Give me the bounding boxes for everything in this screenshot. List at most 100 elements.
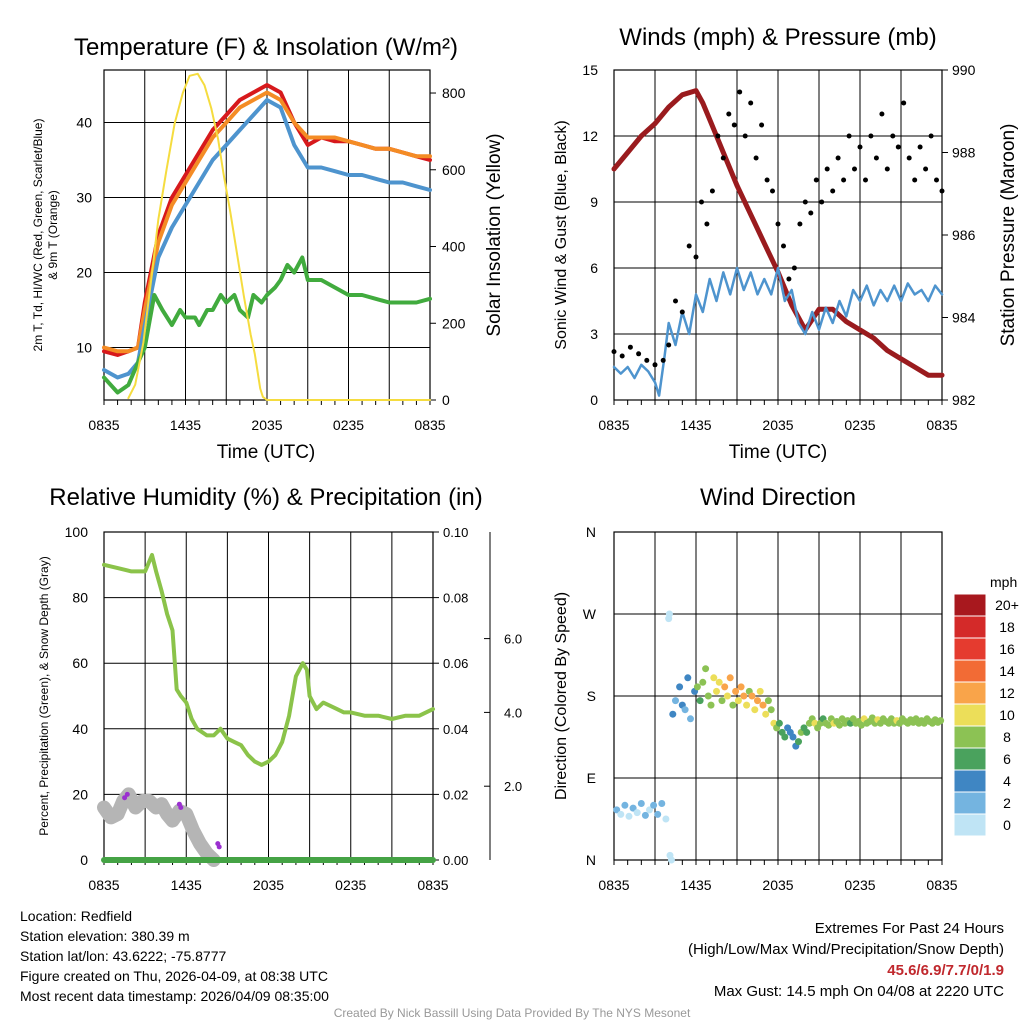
winds-gust-point xyxy=(636,351,642,357)
winds-gust-point xyxy=(797,221,803,227)
winds-y2-tick-label: 986 xyxy=(952,227,976,243)
snow-depth-tick-label: 4.0 xyxy=(504,705,522,720)
winds-gust-point xyxy=(879,111,885,117)
direction-point xyxy=(795,738,802,746)
direction-point xyxy=(857,721,865,729)
snow-marker-point xyxy=(178,805,184,810)
winds-y-tick-label: 15 xyxy=(582,62,598,78)
direction-point xyxy=(676,683,684,691)
humidity-y-tick-label: 60 xyxy=(72,655,88,671)
legend-swatch xyxy=(953,615,987,639)
temperature-y2-tick-label: 600 xyxy=(442,162,466,178)
winds-xlabel: Time (UTC) xyxy=(729,442,828,463)
winds-gust-point xyxy=(934,177,939,183)
winds-gust-point xyxy=(770,188,775,194)
direction-point xyxy=(665,610,673,618)
humidity-y2-tick-label: 0.00 xyxy=(443,853,468,868)
direction-point xyxy=(662,815,670,823)
direction-point xyxy=(687,715,694,723)
extremes-info: Extremes For Past 24 Hours (High/Low/Max… xyxy=(688,918,1004,1002)
winds-gust-point xyxy=(802,199,808,205)
latlon-text: Station lat/lon: 43.6222; -75.8777 xyxy=(20,948,227,964)
winds-y-tick-label: 9 xyxy=(590,194,598,210)
legend-label: 2 xyxy=(1003,795,1011,811)
winds-y2-tick-label: 982 xyxy=(952,392,976,408)
direction-point xyxy=(654,810,662,818)
legend-swatch xyxy=(953,813,987,837)
extremes-subtitle: (High/Low/Max Wind/Precipitation/Snow De… xyxy=(688,941,1004,958)
winds-gust-point xyxy=(693,254,699,260)
humidity-x-tick-label: 0835 xyxy=(88,877,119,893)
humidity-y-tick-label: 100 xyxy=(65,524,89,540)
temperature-y2-tick-label: 200 xyxy=(442,315,466,331)
direction-point xyxy=(759,701,767,709)
direction-point xyxy=(868,714,876,722)
snow-depth-tick-label: 6.0 xyxy=(504,632,522,647)
direction-point xyxy=(825,721,833,729)
winds-gust-point xyxy=(611,349,617,355)
direction-point xyxy=(629,804,637,812)
direction-point xyxy=(669,710,677,718)
direction-point xyxy=(681,706,689,714)
humidity-y2-tick-label: 0.10 xyxy=(443,525,468,540)
direction-point xyxy=(734,697,742,705)
winds-gust-point xyxy=(884,166,890,172)
direction-point xyxy=(637,800,645,807)
temperature-x-tick-label: 1435 xyxy=(170,417,201,433)
winds-gust-point xyxy=(912,177,918,183)
direction-point xyxy=(836,721,843,729)
winds-gust-point xyxy=(786,276,792,282)
chart-layer: 0835 1435 2035 0235 083510203040020040060080… xyxy=(65,62,1019,893)
temperature-ylabel-left-2: & 9m T (Orange) xyxy=(46,190,60,280)
winds-gust-point xyxy=(775,221,781,227)
direction-point xyxy=(650,801,658,809)
winds-x-tick-label: 1435 xyxy=(680,417,711,433)
direction-x-tick-label: 1435 xyxy=(680,877,711,893)
recent-text: Most recent data timestamp: 2026/04/09 0… xyxy=(20,988,329,1004)
extremes-values: 45.6/6.9/7.7/0/1.9 xyxy=(887,962,1004,979)
temperature-series-9m-t xyxy=(102,90,432,354)
direction-point xyxy=(707,701,715,709)
winds-gust-point xyxy=(846,133,852,139)
temperature-ylabel-right: Solar Insolation (Yellow) xyxy=(484,133,505,336)
direction-point xyxy=(710,674,718,682)
winds-gust-point xyxy=(709,188,715,194)
humidity-y2-tick-label: 0.06 xyxy=(443,656,468,671)
legend-label: 0 xyxy=(1003,817,1011,833)
direction-point xyxy=(704,692,712,700)
direction-point xyxy=(803,728,811,736)
temperature-y-tick-label: 30 xyxy=(76,190,92,206)
humidity-y-tick-label: 40 xyxy=(72,721,88,737)
legend-label: 20+ xyxy=(995,597,1019,613)
temperature-y-tick-label: 20 xyxy=(76,265,92,281)
temperature-series-solar-insolation xyxy=(127,72,431,401)
direction-point xyxy=(672,697,679,705)
direction-point xyxy=(767,706,775,714)
winds-gust-point xyxy=(720,155,726,161)
legend-label: 12 xyxy=(999,685,1015,701)
winds-gust-point xyxy=(868,133,874,139)
winds-x-tick-label: 2035 xyxy=(762,417,793,433)
winds-gust-point xyxy=(791,265,797,271)
direction-point xyxy=(702,665,710,673)
legend-label: 4 xyxy=(1003,773,1011,789)
winds-y-tick-label: 3 xyxy=(590,326,598,342)
winds-gust-point xyxy=(830,188,836,194)
winds-gust-point xyxy=(857,144,863,150)
direction-point xyxy=(641,811,649,819)
direction-point xyxy=(633,809,641,817)
direction-y-tick-label: S xyxy=(587,688,596,704)
winds-gust-point xyxy=(824,166,830,172)
humidity-y-tick-label: 20 xyxy=(72,786,88,802)
winds-gust-point xyxy=(704,221,710,227)
winds-gust-point xyxy=(873,155,879,161)
humidity-series-snow-depth xyxy=(97,787,221,867)
direction-point xyxy=(726,674,734,682)
direction-point xyxy=(693,683,701,691)
winds-gust-point xyxy=(841,177,847,183)
winds-gust-point xyxy=(699,199,704,205)
direction-point xyxy=(775,719,783,727)
temperature-y-tick-label: 40 xyxy=(76,115,92,131)
legend-swatch xyxy=(953,791,987,815)
temperature-y2-tick-label: 0 xyxy=(442,392,450,408)
